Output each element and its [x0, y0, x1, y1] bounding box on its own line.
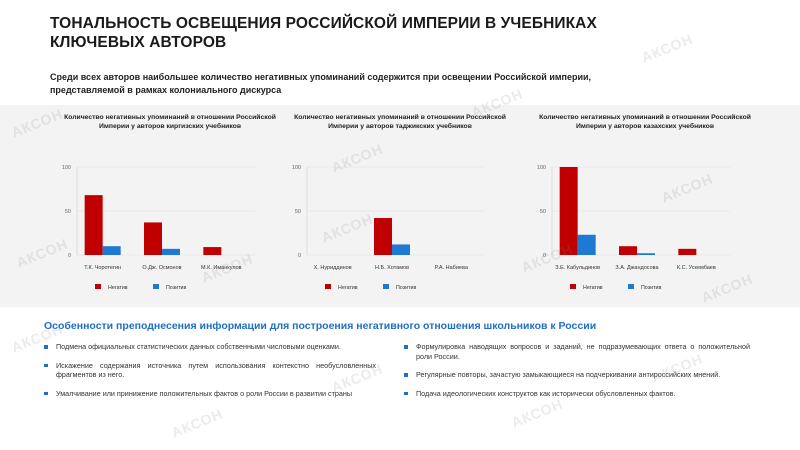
bar: [102, 246, 121, 255]
bar: [162, 248, 180, 255]
section-title: Особенности преподнесения информации для…: [44, 320, 597, 332]
y-tick-label: 50: [540, 209, 546, 215]
chart-title: Количество негативных упоминаний в отнош…: [64, 114, 276, 130]
list-item: Регулярные повторы, зачастую замыкающиес…: [404, 370, 750, 380]
legend-swatch: [325, 284, 331, 289]
legend-swatch: [628, 284, 634, 289]
legend-swatch: [153, 284, 159, 289]
legend-swatch: [570, 284, 576, 289]
y-tick-label: 0: [298, 253, 301, 259]
bar: [144, 222, 162, 255]
bar: [619, 246, 637, 255]
y-tick-label: 100: [537, 165, 546, 171]
chart-title: Количество негативных упоминаний в отнош…: [539, 114, 751, 130]
bar: [84, 195, 103, 255]
x-tick-label: Р.А. Набиева: [435, 265, 469, 271]
bullets-left: Подмена официальных статистических данны…: [44, 342, 376, 407]
legend-swatch: [383, 284, 389, 289]
chart-svg: 0 50 100 Т.К. Чоротегин О.Дж. Осмонов М.К. Им…: [62, 165, 255, 291]
bullets-right: Формулировка наводящих вопросов и задани…: [404, 342, 750, 407]
chart-tajik: Количество негативных упоминаний в отнош…: [285, 105, 515, 307]
legend-label: Позитив: [641, 285, 661, 291]
legend-label: Негатив: [338, 285, 358, 291]
chart-svg: 0 50 100 З.Е. Кабульдинов З.А. Джандосова К.С…: [537, 165, 730, 291]
watermark: АКСОН: [168, 405, 226, 441]
x-tick-label: М.К. Иманкулов: [201, 265, 242, 271]
y-tick-label: 100: [292, 165, 301, 171]
chart-svg: 0 50 100 Х. Нуриддинов Н.Б. Хотамов Р.А. Наби…: [292, 165, 485, 291]
bar: [678, 248, 697, 255]
legend-label: Позитив: [396, 285, 416, 291]
bar: [374, 218, 392, 255]
chart-title: Количество негативных упоминаний в отнош…: [294, 114, 506, 130]
x-tick-label: Т.К. Чоротегин: [84, 265, 121, 271]
legend-swatch: [95, 284, 101, 289]
list-item: Формулировка наводящих вопросов и задани…: [404, 342, 750, 361]
y-tick-label: 100: [62, 165, 71, 171]
x-tick-label: З.Е. Кабульдинов: [555, 265, 600, 271]
y-tick-label: 0: [543, 253, 546, 259]
legend-label: Негатив: [108, 285, 128, 291]
y-tick-label: 0: [68, 253, 71, 259]
legend-label: Позитив: [166, 285, 186, 291]
list-item: Подмена официальных статистических данны…: [44, 342, 376, 352]
watermark: АКСОН: [638, 30, 696, 66]
charts-band: Количество негативных упоминаний в отнош…: [0, 105, 800, 307]
list-item: Умалчивание или принижение положительных…: [44, 389, 376, 399]
bar: [577, 234, 596, 255]
legend-label: Негатив: [583, 285, 603, 291]
bar: [559, 167, 578, 255]
slide-title: ТОНАЛЬНОСТЬ ОСВЕЩЕНИЯ РОССИЙСКОЙ ИМПЕРИИ…: [50, 15, 597, 51]
y-tick-label: 50: [65, 209, 71, 215]
x-tick-label: О.Дж. Осмонов: [142, 265, 181, 271]
bar: [637, 253, 655, 255]
x-tick-label: Х. Нуриддинов: [314, 265, 352, 271]
list-item: Подача идеологических конструктов как ис…: [404, 389, 750, 399]
y-tick-label: 50: [295, 209, 301, 215]
chart-kyrgyz: Количество негативных упоминаний в отнош…: [55, 105, 285, 307]
chart-kazakh: Количество негативных упоминаний в отнош…: [530, 105, 760, 307]
bar: [203, 247, 222, 255]
x-tick-label: К.С. Ускембаев: [677, 265, 716, 271]
x-tick-label: З.А. Джандосова: [615, 265, 659, 271]
bar: [392, 244, 410, 255]
slide-subtitle: Среди всех авторов наибольшее количество…: [50, 72, 592, 95]
x-tick-label: Н.Б. Хотамов: [375, 265, 409, 271]
list-item: Искажение содержания источника путем исп…: [44, 361, 376, 380]
